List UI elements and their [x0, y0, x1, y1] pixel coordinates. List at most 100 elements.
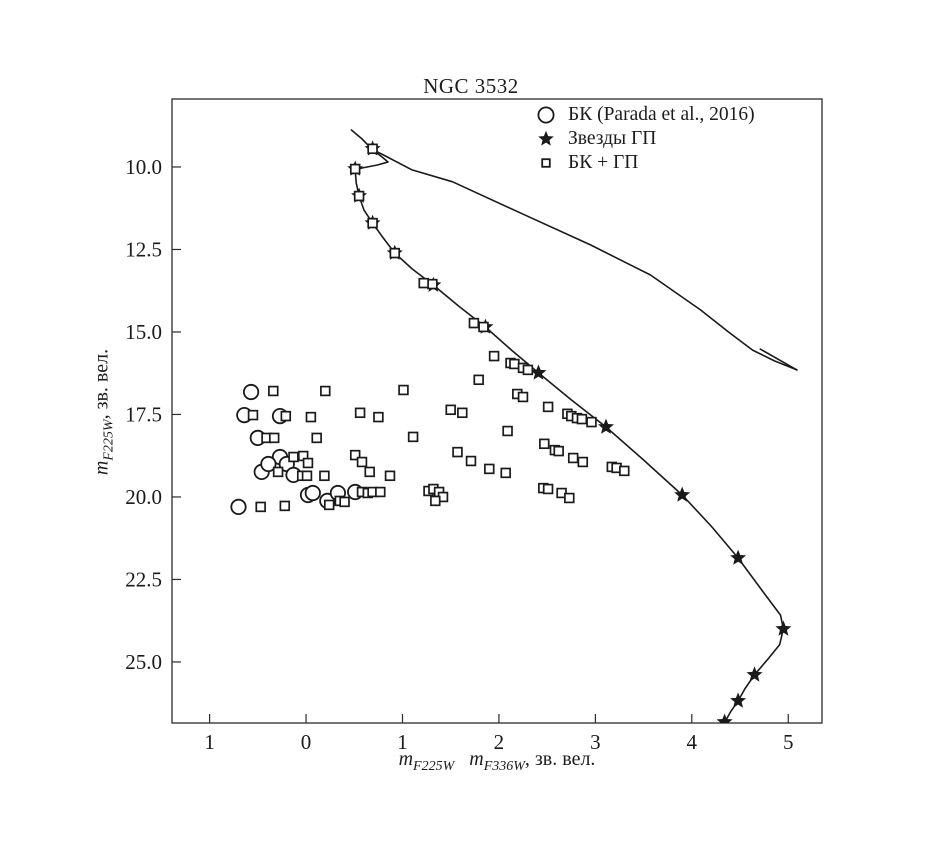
bk-gp-square-marker — [452, 446, 463, 458]
bk-gp-square-marker — [268, 432, 280, 444]
bk-gp-square-marker — [553, 445, 564, 457]
bk-gp-square-marker — [389, 247, 401, 259]
wd-circle-marker — [243, 383, 260, 401]
x-tick-label: 1 — [204, 730, 215, 754]
wd-circle-marker — [260, 455, 277, 473]
bk-gp-square-marker — [488, 350, 500, 362]
plot-data-area — [230, 129, 798, 723]
legend-label-bk: БК (Parada et al., 2016) — [568, 104, 755, 125]
y-axis-var: m — [90, 460, 113, 476]
bk-gp-square-marker — [567, 452, 579, 464]
bk-gp-square-marker — [522, 364, 534, 376]
bk-gp-square-marker — [375, 486, 386, 498]
bk-gp-square-marker — [542, 483, 554, 495]
x-axis-sub2: F336W — [483, 759, 525, 774]
bk-gp-square-marker — [457, 407, 468, 419]
bk-gp-square-marker — [353, 190, 365, 202]
bk-gp-square-marker — [542, 401, 554, 413]
ms-star-marker — [530, 364, 547, 380]
bk-gp-square-marker — [577, 456, 589, 468]
legend-label-bk-gp: БК + ГП — [568, 152, 639, 173]
x-axis-sub1: F225W — [413, 759, 455, 774]
bk-gp-square-marker — [323, 499, 335, 511]
bk-gp-square-marker — [373, 411, 384, 423]
bk-gp-square-marker — [586, 416, 597, 428]
bk-gp-square-marker — [517, 391, 529, 403]
bk-gp-square-marker — [509, 358, 520, 370]
bk-gp-square-marker — [279, 500, 291, 512]
bk-gp-square-marker — [619, 465, 630, 477]
legend-row-bk: БК (Parada et al., 2016) — [534, 103, 755, 127]
y-tick-label: 15.0 — [125, 320, 162, 344]
bk-gp-square-marker — [445, 404, 456, 416]
bk-gp-square-marker — [364, 466, 375, 478]
bk-gp-square-marker — [319, 470, 330, 482]
y-tick-label: 22.5 — [125, 567, 162, 591]
y-tick-label: 17.5 — [125, 402, 162, 426]
bk-gp-square-marker — [280, 410, 292, 422]
bk-gp-square-marker — [305, 411, 317, 423]
bk-gp-square-marker — [339, 496, 350, 508]
x-axis-var1: m — [398, 748, 414, 770]
bk-gp-square-marker — [418, 277, 429, 289]
x-tick-label: 2 — [494, 730, 505, 754]
isochrone-curve — [350, 129, 785, 723]
legend-label-ms-stars: Звезды ГП — [568, 128, 657, 149]
bk-gp-square-marker — [398, 384, 409, 396]
x-tick-label: 3 — [590, 730, 601, 754]
y-axis-suffix: , зв. вел. — [90, 348, 113, 420]
x-axis-suffix: , зв. вел. — [524, 748, 596, 770]
bk-gp-square-marker — [384, 470, 396, 482]
bk-gp-square-marker — [465, 455, 477, 467]
bk-gp-square-marker — [367, 143, 378, 155]
bk-gp-square-marker — [301, 470, 313, 482]
legend-row-ms-stars: Звезды ГП — [534, 127, 755, 151]
bk-gp-square-marker — [367, 217, 378, 229]
legend-row-bk-gp: БК + ГП — [534, 151, 755, 175]
bk-gp-square-marker — [354, 407, 366, 419]
bk-gp-square-marker — [349, 449, 361, 461]
bk-gp-square-marker — [272, 466, 284, 478]
bk-gp-square-marker — [484, 463, 495, 475]
chart-title: NGC 3532 — [423, 74, 519, 98]
ms-star-marker — [746, 666, 763, 682]
x-axis-var2: m — [469, 748, 484, 770]
ms-star-marker — [730, 549, 747, 565]
x-tick-label: 4 — [687, 730, 698, 754]
x-tick-label: 5 — [783, 730, 794, 754]
x-tick-label: 1 — [397, 730, 408, 754]
bk-gp-square-marker — [247, 409, 259, 421]
bk-gp-square-marker — [539, 438, 550, 450]
bk-gp-square-marker — [268, 385, 279, 397]
bk-gp-square-marker — [576, 413, 588, 425]
bk-gp-square-marker — [255, 501, 266, 513]
y-tick-label: 20.0 — [125, 485, 162, 509]
wd-circle-marker — [230, 498, 247, 515]
giant-branch-fork — [759, 348, 798, 371]
open-circle-icon — [537, 106, 555, 124]
ms-star-marker — [775, 620, 792, 636]
bk-gp-square-marker — [427, 278, 438, 290]
y-axis-sub: F225W — [101, 419, 117, 461]
bk-gp-square-marker — [302, 457, 314, 469]
ms-star-marker — [674, 486, 691, 502]
bk-gp-square-marker — [320, 385, 331, 397]
legend: БК (Parada et al., 2016) Звезды ГП БК + … — [534, 103, 755, 175]
y-tick-label: 10.0 — [125, 155, 162, 179]
bk-gp-square-marker — [564, 492, 575, 504]
plot-frame — [171, 98, 823, 724]
bk-gp-square-marker — [407, 431, 419, 443]
ms-star-marker — [730, 692, 747, 708]
x-tick-label: 0 — [301, 730, 312, 754]
filled-star-icon — [538, 130, 554, 146]
open-square-icon — [541, 158, 551, 168]
bk-gp-square-marker — [288, 451, 299, 463]
bk-gp-square-marker — [500, 467, 511, 479]
bk-gp-square-marker — [430, 495, 441, 507]
x-axis-label: mF225W mF336W, зв. вел. — [0, 748, 942, 775]
y-axis-label: mF225W, зв. вел. — [91, 349, 118, 475]
y-tick-label: 25.0 — [125, 650, 162, 674]
bk-gp-square-marker — [349, 163, 361, 175]
wd-circle-marker — [304, 484, 321, 502]
